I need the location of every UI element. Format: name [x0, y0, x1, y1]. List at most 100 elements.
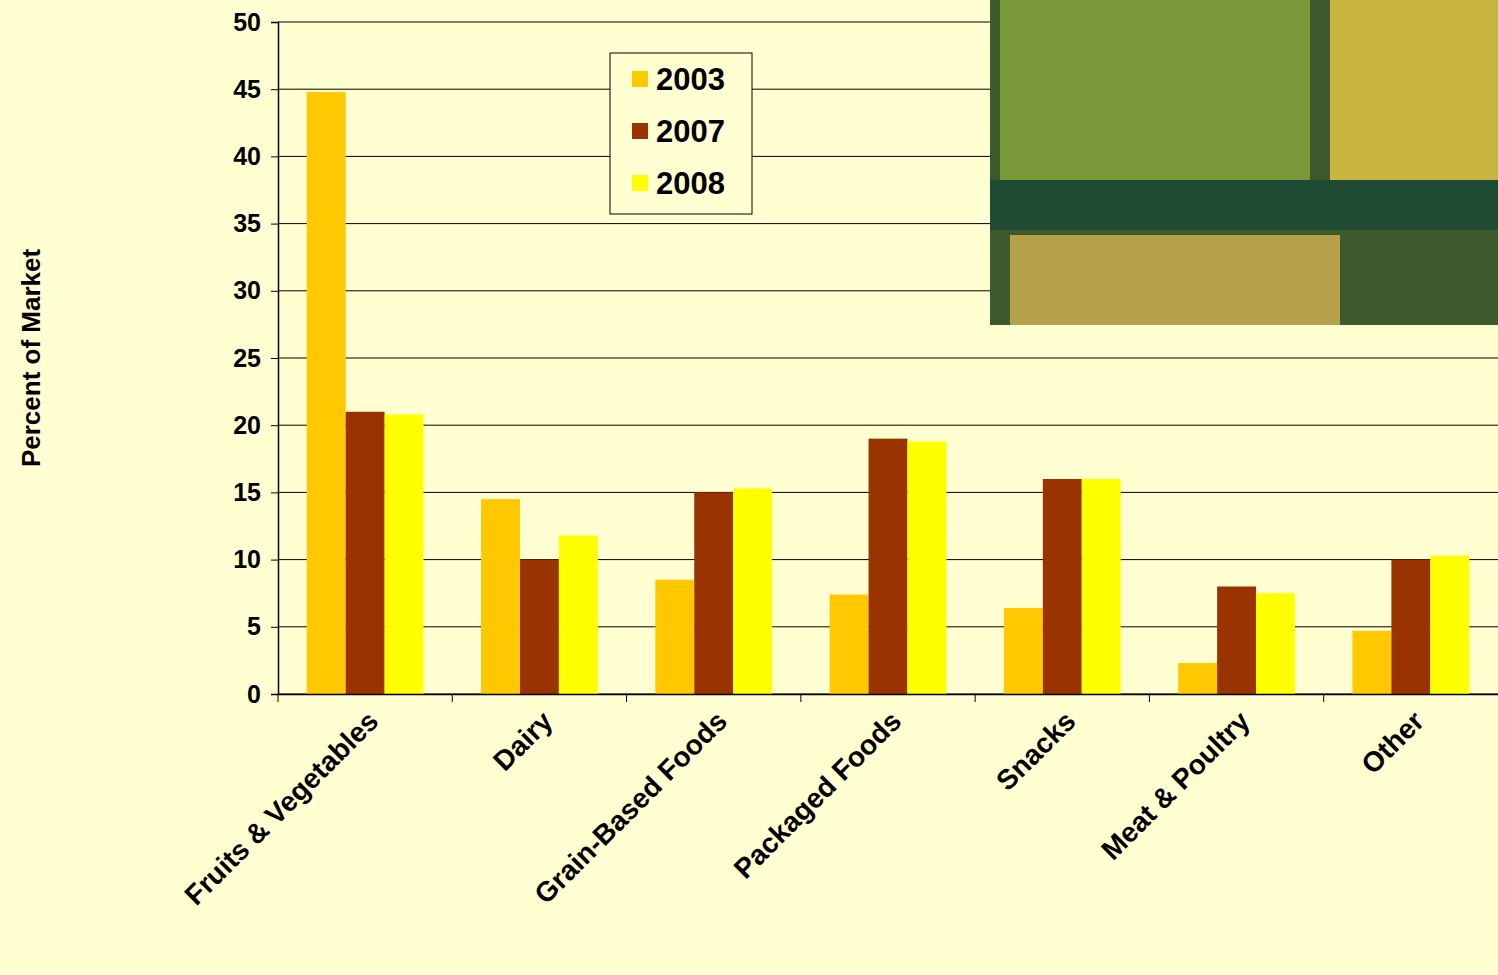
y-tick: 35: [233, 209, 278, 237]
photo-frame: [990, 0, 1498, 325]
bar-series: [307, 92, 1392, 694]
y-tick-mark: [271, 492, 278, 493]
bar: [655, 580, 694, 694]
x-tick-label: Snacks: [990, 705, 1081, 796]
y-tick: 20: [233, 411, 278, 439]
y-tick-label: 20: [233, 411, 261, 439]
legend: 2003 2007 2008: [610, 53, 752, 214]
x-tick-label: Fruits & Vegetables: [179, 705, 385, 911]
bar: [307, 92, 346, 694]
photo-shelf: [990, 180, 1498, 230]
photo: [990, 0, 1498, 325]
x-tick: Other: [1355, 694, 1430, 780]
bar-series: [385, 414, 1470, 694]
x-boundary-tick: [626, 694, 627, 702]
bar: [481, 499, 520, 694]
y-tick-label: 25: [233, 344, 261, 372]
bar: [733, 488, 772, 694]
x-tick: Meat & Poultry: [1095, 694, 1256, 866]
bar: [520, 560, 559, 694]
y-tick-mark: [271, 694, 278, 695]
y-tick-label: 0: [247, 680, 261, 708]
bar: [385, 414, 424, 694]
y-tick-mark: [271, 358, 278, 359]
y-tick-mark: [271, 291, 278, 292]
x-boundary-tick: [1323, 694, 1324, 702]
y-tick-mark: [271, 627, 278, 628]
y-tick-label: 50: [233, 8, 261, 36]
x-tick-label: Meat & Poultry: [1095, 705, 1256, 866]
bar: [1004, 608, 1043, 694]
background: [0, 0, 1498, 975]
bar: [1178, 663, 1217, 694]
x-axis-line: [279, 694, 1498, 696]
bar: [1430, 556, 1469, 694]
x-tick: Fruits & Vegetables: [179, 694, 385, 911]
legend-swatch: [632, 71, 648, 87]
y-tick-label: 30: [233, 276, 261, 304]
photo-box: [1330, 0, 1498, 180]
y-tick-label: 15: [233, 478, 261, 506]
chart: 0 5 10 15 20 25 30 35 40 45 50 Fruits & Vegetables D…: [0, 0, 1498, 975]
y-tick: 10: [233, 545, 278, 573]
photo-box: [1000, 0, 1310, 180]
y-tick: 40: [233, 142, 278, 170]
x-axis: Fruits & Vegetables DairyGrain-Based Food…: [179, 694, 1498, 911]
y-tick-label: 40: [233, 142, 261, 170]
y-tick-mark: [271, 156, 278, 157]
x-tick-label: Dairy: [487, 705, 559, 777]
x-tick: Dairy: [487, 694, 559, 777]
bar: [559, 535, 598, 694]
y-axis-line: [271, 23, 279, 695]
bar: [1217, 586, 1256, 694]
y-tick: 15: [233, 478, 278, 506]
legend-box: [610, 53, 752, 214]
x-tick: Grain-Based Foods: [528, 694, 733, 910]
y-tick: 30: [233, 276, 278, 304]
bar: [1352, 631, 1391, 694]
legend-swatch: [632, 175, 648, 191]
x-boundary-tick: [1149, 694, 1150, 702]
y-tick-mark: [271, 425, 278, 426]
bars: [307, 92, 1469, 694]
x-tick-label: Packaged Foods: [728, 705, 907, 884]
legend-label: 2003: [656, 62, 725, 97]
x-boundary-tick: [278, 694, 279, 702]
y-tick: 25: [233, 344, 278, 372]
x-boundary-tick: [452, 694, 453, 702]
legend-label: 2008: [656, 166, 725, 201]
bar: [1043, 479, 1082, 694]
y-tick-label: 45: [233, 75, 261, 103]
x-boundary-tick: [800, 694, 801, 702]
x-tick: Packaged Foods: [728, 694, 907, 885]
bar-series: [346, 412, 1431, 694]
x-tick: Snacks: [990, 694, 1081, 797]
grid-line: [278, 358, 1498, 359]
y-tick: 45: [233, 75, 278, 103]
y-tick-label: 35: [233, 209, 261, 237]
legend-swatch: [632, 123, 648, 139]
bar: [1391, 560, 1430, 694]
bar: [1082, 479, 1121, 694]
bar: [869, 439, 908, 694]
photo-box: [1010, 235, 1340, 325]
y-tick-mark: [271, 89, 278, 90]
y-tick-label: 10: [233, 545, 261, 573]
y-axis: 0 5 10 15 20 25 30 35 40 45 50: [233, 8, 278, 708]
legend-label: 2007: [656, 114, 725, 149]
x-tick-label: Grain-Based Foods: [528, 705, 733, 910]
y-tick: 5: [247, 612, 278, 640]
grid-line: [278, 425, 1498, 426]
y-axis-title: Percent of Market: [16, 249, 46, 468]
y-tick-mark: [271, 560, 278, 561]
y-tick: 50: [233, 8, 278, 36]
bar: [830, 595, 869, 694]
x-boundary-tick: [975, 694, 976, 702]
y-tick: 0: [247, 680, 278, 708]
bar: [694, 492, 733, 694]
bar: [346, 412, 385, 694]
x-boundary-ticks: [278, 694, 1324, 702]
y-tick-mark: [271, 22, 278, 23]
x-tick-label: Other: [1355, 705, 1430, 780]
bar: [907, 441, 946, 694]
